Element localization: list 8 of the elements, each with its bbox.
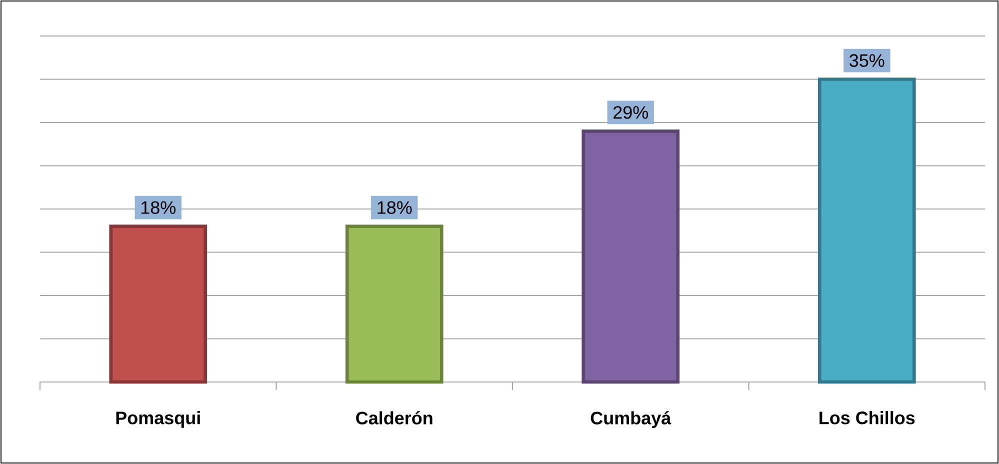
x-tick-label: Los Chillos [820, 411, 915, 424]
data-label: 35% [850, 54, 884, 67]
x-tick-label: Calderón [356, 411, 432, 424]
x-tick-label: Cumbayá [590, 411, 672, 428]
data-label: 18% [378, 201, 412, 214]
x-tick-label: Pomasqui [116, 411, 200, 428]
data-label: 29% [614, 106, 648, 119]
data-label: 18% [141, 201, 176, 214]
